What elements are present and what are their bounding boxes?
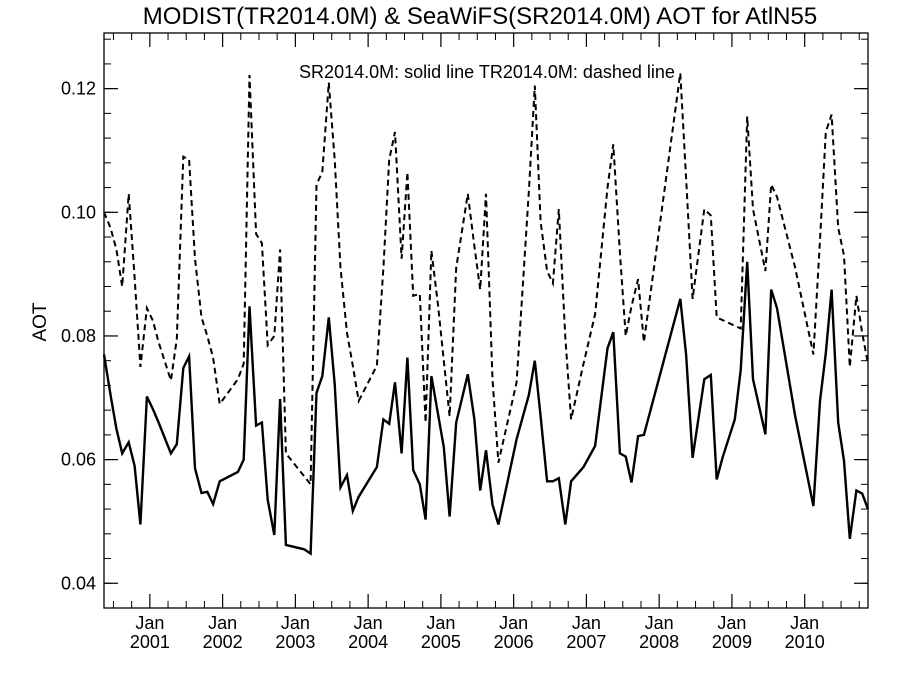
x-tick-month-label: Jan xyxy=(645,613,674,633)
x-tick-year-label: 2001 xyxy=(130,632,170,652)
x-tick-month-label: Jan xyxy=(717,613,746,633)
y-tick-label: 0.04 xyxy=(61,573,96,593)
plot-border xyxy=(103,32,869,609)
x-tick-year-label: 2004 xyxy=(348,632,388,652)
x-tick-month-label: Jan xyxy=(572,613,601,633)
series-line-sr2014-0m xyxy=(102,261,870,556)
series-layer xyxy=(102,73,870,556)
x-tick-month-label: Jan xyxy=(208,613,237,633)
series-line-tr2014-0m xyxy=(103,73,869,488)
x-tick-year-label: 2010 xyxy=(785,632,825,652)
y-tick-label: 0.08 xyxy=(61,326,96,346)
x-tick-month-label: Jan xyxy=(135,613,164,633)
x-tick-month-label: Jan xyxy=(354,613,383,633)
legend-text: SR2014.0M: solid line TR2014.0M: dashed … xyxy=(299,62,675,82)
x-tick-year-label: 2002 xyxy=(203,632,243,652)
y-axis-label: AOT xyxy=(30,302,51,341)
x-tick-year-label: 2006 xyxy=(494,632,534,652)
x-tick-month-label: Jan xyxy=(426,613,455,633)
ticks-layer: 0.040.060.080.100.12Jan2001Jan2002Jan200… xyxy=(61,33,868,652)
x-tick-month-label: Jan xyxy=(790,613,819,633)
plot-frame xyxy=(103,32,869,609)
x-tick-month-label: Jan xyxy=(499,613,528,633)
x-tick-year-label: 2008 xyxy=(639,632,679,652)
y-tick-label: 0.06 xyxy=(61,450,96,470)
x-tick-year-label: 2009 xyxy=(712,632,752,652)
x-tick-year-label: 2005 xyxy=(421,632,461,652)
x-tick-year-label: 2007 xyxy=(566,632,606,652)
y-tick-label: 0.12 xyxy=(61,79,96,99)
x-tick-year-label: 2003 xyxy=(275,632,315,652)
chart-title: MODIST(TR2014.0M) & SeaWiFS(SR2014.0M) A… xyxy=(143,3,817,30)
y-tick-label: 0.10 xyxy=(61,202,96,222)
x-tick-month-label: Jan xyxy=(281,613,310,633)
